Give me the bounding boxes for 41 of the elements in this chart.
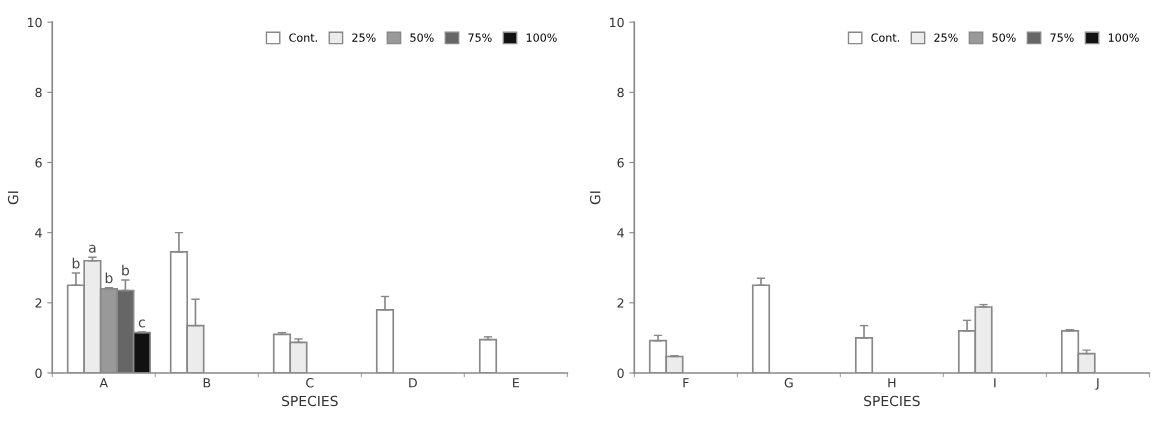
legend-label: Cont. [871, 33, 899, 42]
y-tick-label: 8 [617, 87, 624, 98]
y-axis-title: GI [589, 191, 601, 205]
legend-label: Cont. [289, 33, 317, 42]
data-label: c [138, 319, 145, 328]
data-label: b [72, 257, 80, 269]
y-tick-label: 4 [35, 228, 42, 238]
legend-label: 50% [992, 33, 1016, 42]
y-tick-label: 4 [617, 228, 624, 238]
legend-label: 75% [1050, 33, 1074, 42]
y-tick-label: 0 [35, 368, 42, 378]
x-axis-title: SPECIES [864, 395, 920, 407]
x-tick-label: J [1095, 378, 1099, 390]
legend-label: 100% [1108, 33, 1139, 42]
legend-label: 25% [934, 33, 958, 42]
y-tick-label: 6 [35, 157, 42, 168]
data-label: a [89, 244, 96, 253]
y-tick-label: 10 [610, 17, 624, 28]
y-tick-label: 2 [617, 298, 624, 308]
data-label: b [122, 264, 130, 276]
x-axis-title: SPECIES [282, 395, 338, 407]
data-label: b [105, 272, 113, 284]
y-tick-label: 8 [35, 87, 42, 98]
y-tick-label: 10 [27, 17, 42, 28]
x-tick-label: G [784, 378, 793, 388]
x-tick-label: D [409, 378, 417, 388]
x-tick-label: B [203, 378, 211, 388]
x-tick-label: A [99, 378, 108, 388]
y-axis-title: GI [7, 191, 19, 205]
x-tick-label: F [683, 378, 689, 388]
legend-label: 50% [410, 33, 434, 42]
y-tick-label: 6 [617, 157, 624, 168]
legend-label: 100% [526, 33, 557, 42]
y-tick-label: 0 [617, 368, 624, 378]
x-tick-label: H [888, 378, 896, 388]
x-tick-label: I [994, 378, 996, 388]
legend-label: 25% [352, 33, 376, 42]
legend-label: 75% [468, 33, 492, 42]
x-tick-label: C [306, 378, 314, 388]
x-tick-label: E [513, 378, 519, 388]
y-tick-label: 2 [35, 298, 42, 308]
